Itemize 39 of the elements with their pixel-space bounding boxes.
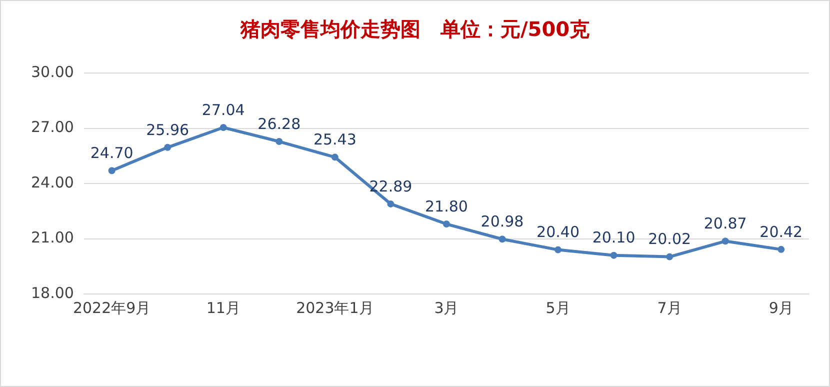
data-label: 27.04 — [202, 100, 245, 119]
y-tick-label: 18.00 — [30, 284, 74, 302]
point — [276, 138, 283, 146]
point — [666, 253, 674, 260]
point — [387, 200, 394, 208]
data-label: 22.89 — [369, 177, 412, 196]
point — [108, 167, 116, 174]
data-label: 20.40 — [536, 223, 580, 242]
point — [164, 144, 172, 151]
data-label: 20.87 — [704, 214, 747, 233]
x-tick-label: 5月 — [546, 298, 570, 317]
y-tick-label: 27.00 — [30, 118, 74, 136]
x-tick-label: 2022年9月 — [72, 298, 151, 317]
x-tick-label: 2023年1月 — [296, 298, 374, 317]
data-label: 25.96 — [146, 120, 190, 139]
x-tick-label: 3月 — [434, 298, 459, 317]
point — [778, 246, 785, 253]
data-label: 20.10 — [592, 228, 636, 247]
data-label: 20.98 — [480, 212, 524, 231]
data-label: 24.70 — [90, 144, 134, 162]
point — [220, 124, 227, 132]
x-tick-label: 11月 — [206, 298, 240, 317]
point — [498, 236, 506, 243]
data-label: 20.42 — [760, 222, 803, 241]
data-label: 21.80 — [424, 197, 468, 216]
point — [722, 238, 729, 245]
data-label: 25.43 — [313, 130, 356, 149]
point — [610, 252, 618, 259]
chart-title: 猪肉零售均价走势图 单位：元/500克 — [239, 17, 590, 42]
point — [331, 154, 338, 161]
data-label: 26.28 — [258, 114, 301, 133]
y-tick-label: 21.00 — [30, 228, 74, 247]
point — [554, 246, 562, 254]
point — [442, 220, 450, 228]
y-tick-label: 24.00 — [30, 173, 74, 192]
data-label: 20.02 — [648, 230, 692, 248]
y-tick-label: 30.00 — [30, 62, 74, 81]
x-tick-label: 7月 — [657, 298, 682, 317]
x-tick-label: 9月 — [768, 298, 794, 317]
